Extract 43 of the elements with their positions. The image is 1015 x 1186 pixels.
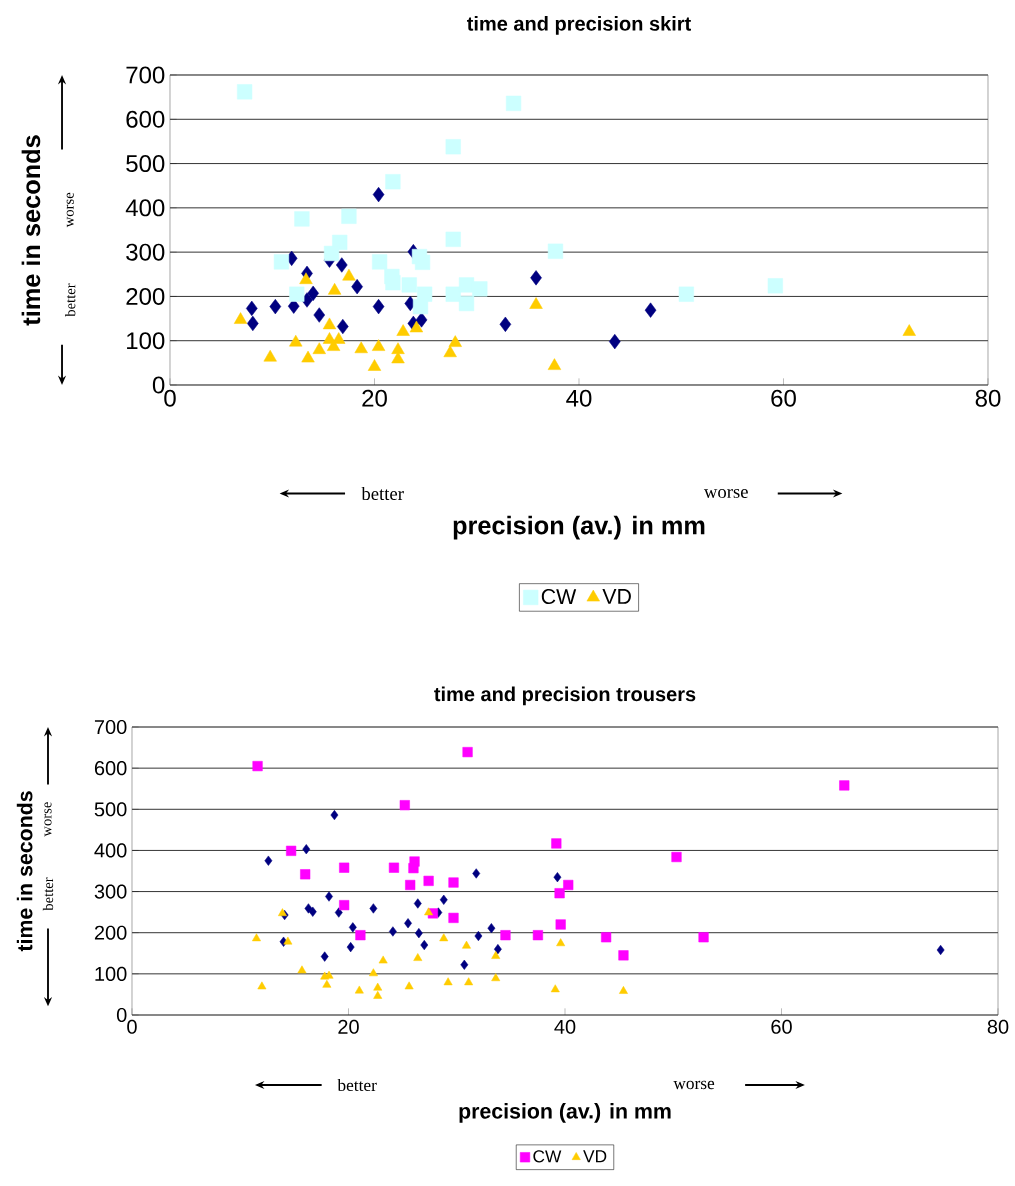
y-axis-title: time in seconds bbox=[16, 791, 33, 952]
legend-label: VD bbox=[583, 1150, 607, 1163]
text: better bbox=[42, 877, 54, 911]
legend-label: CW bbox=[533, 1150, 562, 1163]
text: better bbox=[65, 283, 76, 317]
text: better bbox=[337, 1078, 377, 1092]
y-axis-title: time in seconds bbox=[21, 135, 41, 326]
y-tick-label: 0 bbox=[116, 1007, 127, 1023]
y-tick-label: 300 bbox=[94, 884, 127, 899]
text: worse bbox=[703, 489, 748, 498]
y-tick-label: 0 bbox=[152, 376, 165, 394]
text: worse bbox=[44, 802, 52, 837]
legend-label: CW bbox=[541, 589, 577, 605]
y-tick-label: 300 bbox=[126, 243, 165, 261]
chart-title: time and precision trousers bbox=[434, 686, 696, 706]
x-tick-label: 20 bbox=[338, 1019, 359, 1034]
text: worse bbox=[673, 1080, 715, 1090]
x-tick-label: 40 bbox=[554, 1019, 576, 1034]
y-tick-label: 500 bbox=[94, 802, 127, 817]
x-tick-label: 20 bbox=[362, 389, 387, 407]
text: worse bbox=[66, 192, 74, 228]
x-axis-title: precision (av.) in mm bbox=[453, 515, 705, 540]
x-tick-label: 60 bbox=[771, 389, 796, 407]
x-tick-label: 40 bbox=[566, 389, 592, 407]
chart-title: time and precision skirt bbox=[466, 16, 691, 35]
y-tick-label: 700 bbox=[94, 719, 127, 735]
y-tick-label: 100 bbox=[127, 332, 165, 350]
y-tick-label: 500 bbox=[126, 155, 165, 173]
x-axis-title: precision (av.) in mm bbox=[459, 1102, 671, 1123]
y-tick-label: 700 bbox=[126, 66, 165, 84]
legend-label: VD bbox=[602, 589, 631, 604]
x-tick-label: 80 bbox=[987, 1019, 1009, 1034]
y-tick-label: 400 bbox=[125, 199, 165, 217]
y-tick-label: 600 bbox=[94, 761, 127, 776]
x-tick-label: 80 bbox=[975, 389, 1001, 407]
x-tick-label: 0 bbox=[164, 389, 176, 407]
y-tick-label: 100 bbox=[95, 966, 127, 981]
y-tick-label: 200 bbox=[94, 925, 127, 940]
y-tick-label: 400 bbox=[94, 843, 127, 858]
y-tick-label: 200 bbox=[126, 287, 165, 305]
y-tick-label: 600 bbox=[126, 110, 165, 128]
x-tick-label: 60 bbox=[771, 1019, 792, 1034]
text: better bbox=[361, 486, 404, 501]
